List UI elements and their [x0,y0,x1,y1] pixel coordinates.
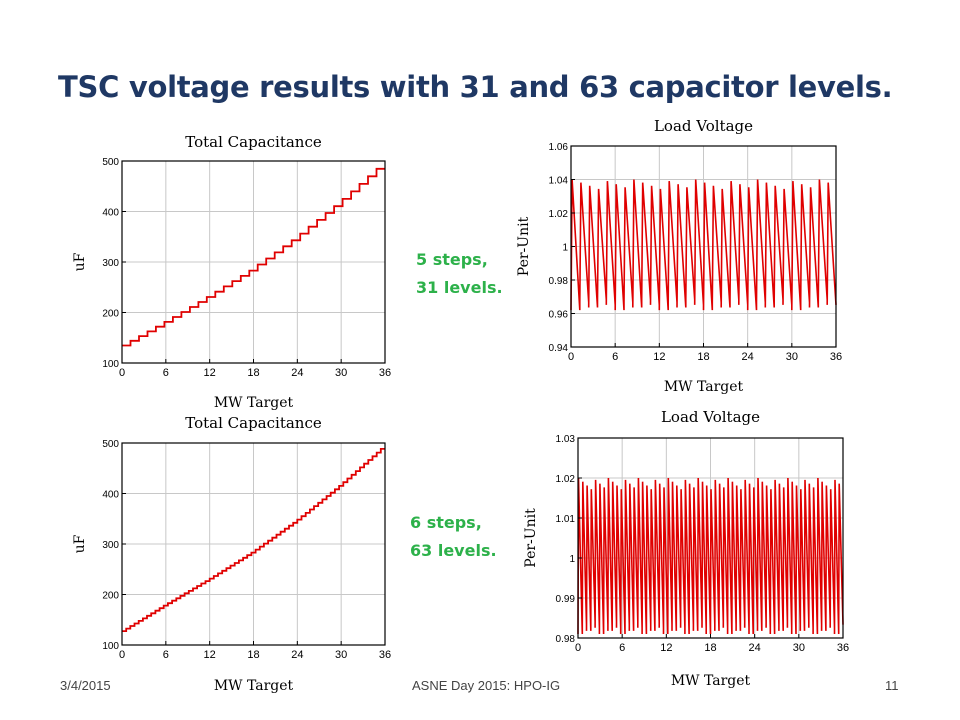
y-tick-label: 0.98 [549,276,569,287]
chart-volt63: Load Voltage 0 6 12 18 24 30 36 0.98 0.99 1 1.01 1.0… [523,408,849,689]
note-line: 63 levels. [410,541,497,560]
x-axis-label: MW Target [214,395,294,411]
x-tick-label: 0 [568,351,574,363]
series-line [570,179,837,311]
y-axis-label: Per-Unit [523,508,539,568]
y-tick-label: 0.98 [556,634,576,645]
x-tick-label: 6 [619,642,625,654]
series-line [577,477,844,635]
x-tick-label: 0 [575,642,581,654]
y-tick-label: 0.96 [549,310,569,321]
x-tick-label: 30 [335,367,347,379]
note-6-steps: 6 steps, 63 levels. [410,509,497,565]
note-line: 5 steps, [416,250,488,269]
note-line: 31 levels. [416,278,503,297]
footer-date: 3/4/2015 [60,678,111,693]
y-tick-label: 400 [102,208,119,219]
y-tick-label: 1.02 [549,209,569,220]
x-tick-label: 0 [119,367,125,379]
x-tick-label: 18 [247,367,259,379]
chart-title: Load Voltage [654,117,753,135]
y-axis-label: uF [72,252,88,271]
chart-cap63: Total Capacitance 0 6 12 18 24 30 36 100 200 300 40… [72,414,391,694]
y-tick-label: 500 [102,157,119,168]
chart-cap31: Total Capacitance 0 6 12 18 24 30 36 100 200 300 40… [72,133,391,411]
y-tick-label: 500 [102,439,119,450]
chart-title: Load Voltage [661,408,760,426]
x-tick-label: 12 [653,351,665,363]
y-tick-label: 300 [102,540,119,551]
y-tick-label: 1.02 [556,474,576,485]
x-tick-label: 36 [379,649,391,661]
y-tick-label: 0.99 [556,594,576,605]
y-tick-label: 1.01 [556,514,576,525]
x-tick-label: 30 [793,642,805,654]
x-tick-label: 36 [379,367,391,379]
series-line [122,167,385,347]
x-tick-label: 24 [742,351,754,363]
y-tick-label: 1.03 [556,434,576,445]
x-tick-label: 6 [163,367,169,379]
y-tick-label: 200 [102,309,119,320]
y-tick-label: 100 [102,641,119,652]
x-tick-label: 6 [612,351,618,363]
y-tick-label: 1.04 [549,176,569,187]
x-tick-label: 24 [291,649,303,661]
x-tick-label: 0 [119,649,125,661]
y-tick-label: 1.06 [549,142,569,153]
note-line: 6 steps, [410,513,482,532]
x-tick-label: 18 [704,642,716,654]
x-tick-label: 12 [660,642,672,654]
slide-title: TSC voltage results with 31 and 63 capac… [58,70,893,104]
footer-page-number: 11 [885,678,899,693]
x-tick-label: 30 [335,649,347,661]
y-tick-label: 300 [102,258,119,269]
x-tick-label: 6 [163,649,169,661]
y-tick-label: 0.94 [549,343,569,354]
x-tick-label: 18 [247,649,259,661]
x-axis-label: MW Target [671,673,751,689]
series-line [122,448,385,632]
y-axis-label: Per-Unit [516,216,532,276]
y-tick-label: 100 [102,359,119,370]
x-tick-label: 12 [204,367,216,379]
x-tick-label: 24 [749,642,761,654]
note-5-steps: 5 steps, 31 levels. [416,246,503,302]
chart-volt31: Load Voltage 0 6 12 18 24 30 36 0.94 0.96 0.98 1 1.0… [516,117,842,395]
y-axis-label: uF [72,534,88,553]
y-tick-label: 1 [569,554,575,565]
x-tick-label: 36 [830,351,842,363]
x-tick-label: 18 [697,351,709,363]
footer-center: ASNE Day 2015: HPO-IG [412,678,561,693]
x-tick-label: 12 [204,649,216,661]
y-tick-label: 200 [102,591,119,602]
chart-title: Total Capacitance [185,414,322,432]
chart-title: Total Capacitance [185,133,322,151]
y-tick-label: 400 [102,490,119,501]
x-axis-label: MW Target [664,379,744,395]
x-axis-label: MW Target [214,678,294,694]
x-tick-label: 36 [837,642,849,654]
x-tick-label: 30 [786,351,798,363]
y-tick-label: 1 [562,243,568,254]
x-tick-label: 24 [291,367,303,379]
